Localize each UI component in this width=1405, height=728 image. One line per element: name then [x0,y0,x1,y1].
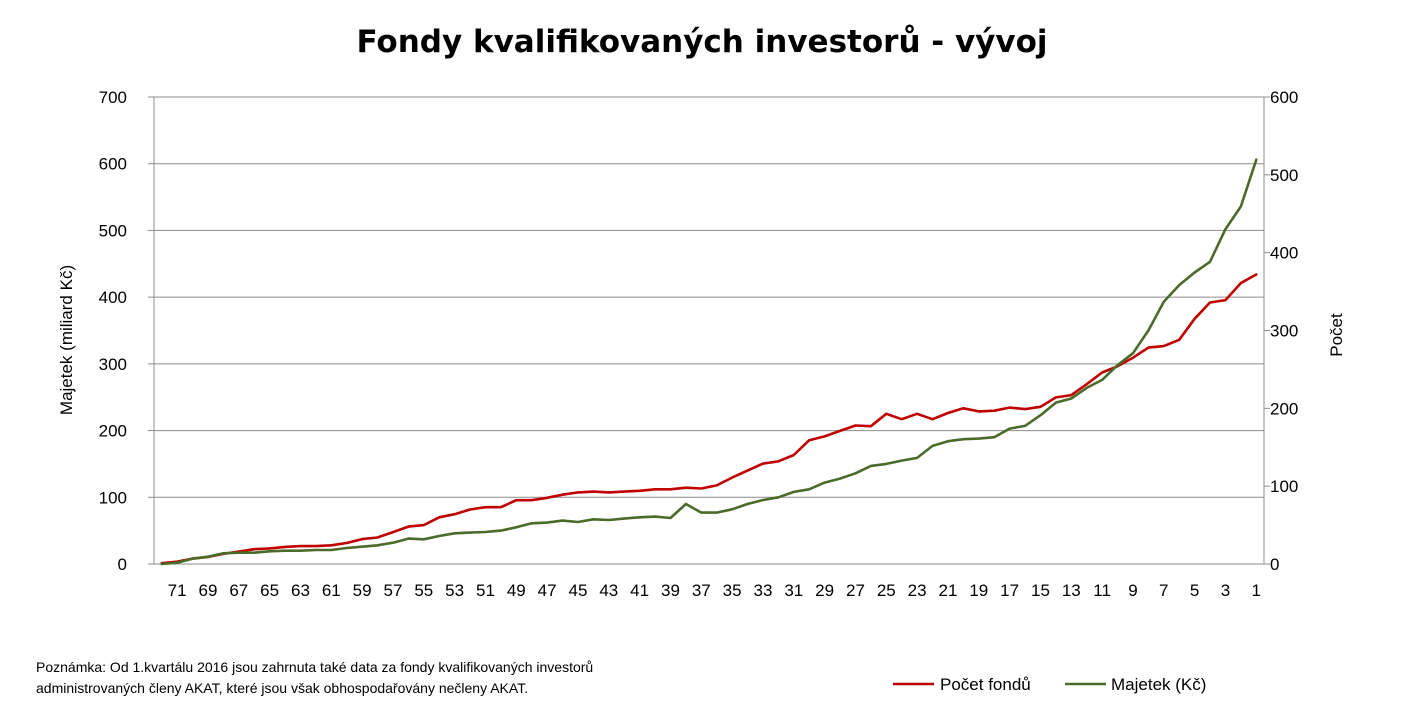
y-tick-label: 200 [99,422,127,441]
grid-lines [148,96,1270,565]
y-axis-label: Majetek (miliard Kč) [57,265,76,415]
x-tick-label: 19 [969,581,988,600]
x-tick-label: 11 [1093,581,1111,600]
x-tick-label: 41 [630,581,649,600]
footnote: Poznámka: Od 1.kvartálu 2016 jsou zahrnu… [36,657,736,699]
y2-tick-label: 100 [1270,477,1298,496]
x-tick-label: 33 [753,581,772,600]
y-tick-label: 300 [99,355,127,374]
y2-tick-label: 300 [1270,322,1298,341]
series-group [160,158,1258,566]
y-tick-label: 700 [99,88,127,107]
x-tick-label: 7 [1159,581,1168,600]
x-tick-label: 15 [1031,581,1050,600]
x-axis: 71 69 67 65 63 61 59 57 55 53 51 49 47 45 43 41 39 37 35 33… [168,581,1261,600]
x-tick-label: 71 [168,581,187,600]
legend: Počet fondů Majetek (Kč) [893,675,1206,694]
x-tick-label: 17 [1000,581,1019,600]
x-tick-label: 31 [784,581,803,600]
x-tick-label: 27 [846,581,865,600]
x-tick-label: 59 [353,581,372,600]
x-tick-label: 35 [723,581,742,600]
x-tick-label: 67 [229,581,248,600]
series-line-majetek [160,158,1258,566]
x-tick-label: 57 [383,581,402,600]
x-tick-label: 45 [568,581,587,600]
x-tick-label: 53 [445,581,464,600]
y2-tick-label: 400 [1270,244,1298,263]
x-tick-label: 13 [1062,581,1081,600]
x-tick-label: 63 [291,581,310,600]
y-tick-label: 600 [99,155,127,174]
x-tick-label: 47 [538,581,557,600]
x-tick-label: 55 [414,581,433,600]
footnote-line-2: administrovaných členy AKAT, které jsou … [36,680,529,696]
left-axis: 0 100 200 300 400 500 600 700 [99,88,127,574]
y2-tick-label: 200 [1270,399,1298,418]
x-tick-label: 23 [908,581,927,600]
x-tick-label: 51 [476,581,495,600]
x-tick-label: 43 [599,581,618,600]
y2-tick-label: 500 [1270,166,1298,185]
y-tick-label: 0 [118,555,127,574]
y-tick-label: 400 [99,288,127,307]
legend-label-majetek: Majetek (Kč) [1111,675,1206,694]
y-tick-label: 500 [99,221,127,240]
x-tick-label: 65 [260,581,279,600]
x-tick-label: 3 [1221,581,1230,600]
x-tick-label: 37 [692,581,711,600]
x-tick-label: 1 [1252,581,1261,600]
right-axis: 0 100 200 300 400 500 600 [1270,88,1298,574]
series-line-pocet-fondu [160,273,1258,565]
legend-label-pocet: Počet fondů [940,675,1031,694]
x-tick-label: 39 [661,581,680,600]
y2-tick-label: 0 [1270,555,1279,574]
x-tick-label: 49 [507,581,526,600]
x-tick-label: 5 [1190,581,1199,600]
x-tick-label: 69 [198,581,217,600]
y-tick-label: 100 [99,488,127,507]
x-tick-label: 29 [815,581,834,600]
chart-title: Fondy kvalifikovaných investorů - vývoj [356,24,1047,60]
x-tick-label: 25 [877,581,896,600]
x-tick-label: 9 [1128,581,1137,600]
footnote-line-1: Poznámka: Od 1.kvartálu 2016 jsou zahrnu… [36,659,594,675]
y2-tick-label: 600 [1270,88,1298,107]
x-tick-label: 21 [938,581,957,600]
x-tick-label: 61 [322,581,341,600]
y2-axis-label: Počet [1327,313,1346,357]
